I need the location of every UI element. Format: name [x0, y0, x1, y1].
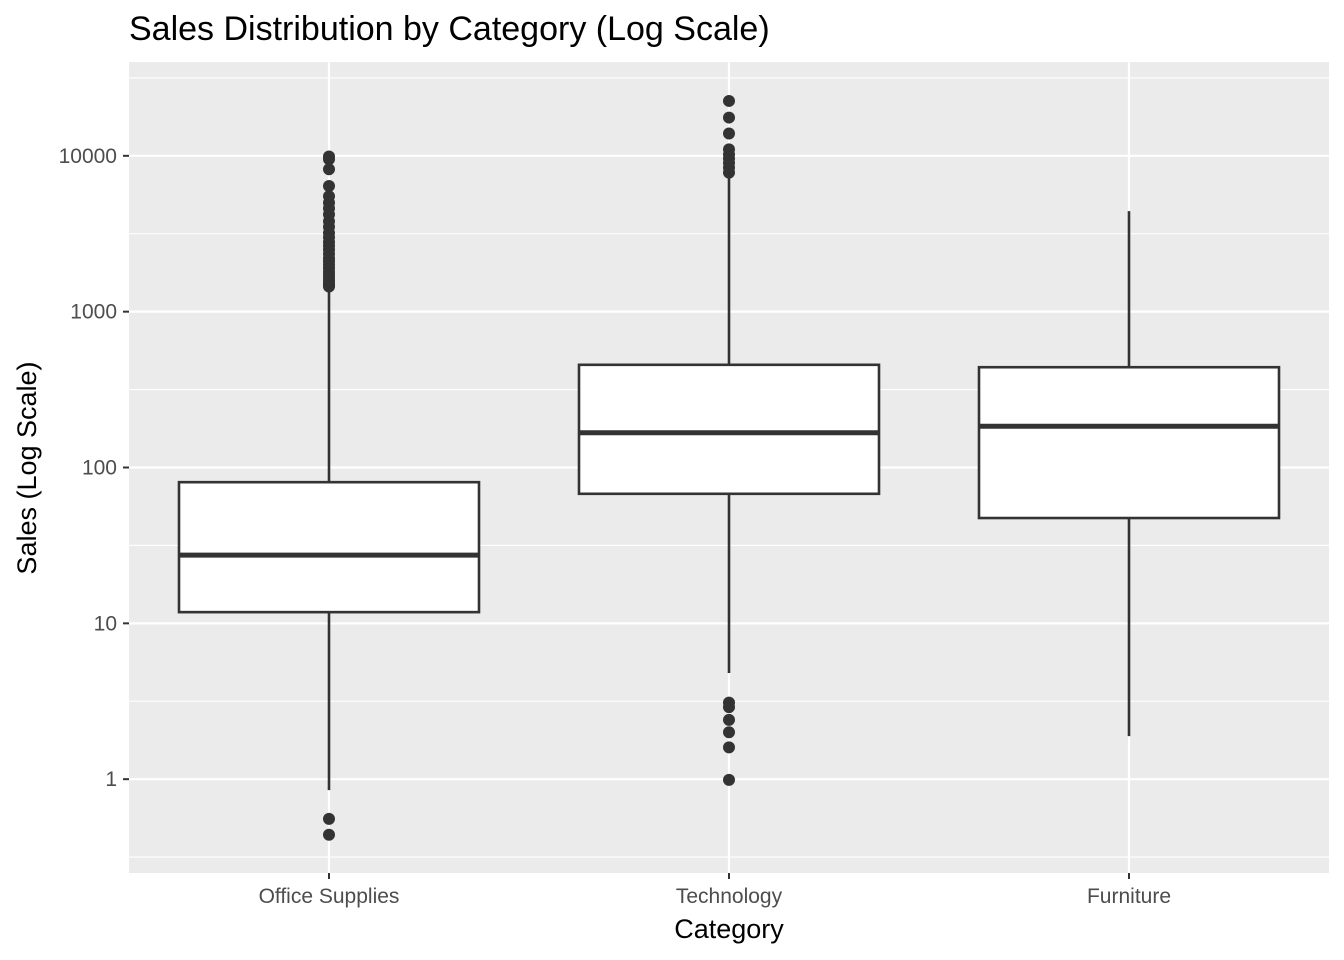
outlier-point	[723, 696, 735, 709]
outlier-point	[723, 127, 735, 140]
outlier-point	[323, 180, 335, 193]
box-furniture	[977, 211, 1281, 737]
y-tick-label: 1000	[70, 301, 117, 324]
box-series	[177, 94, 1281, 841]
outlier-point	[323, 163, 335, 176]
iqr-box	[177, 480, 481, 614]
outlier-point	[323, 190, 335, 203]
y-tick-label: 1	[105, 768, 117, 791]
outlier-point	[723, 713, 735, 726]
iqr-box	[577, 363, 881, 496]
y-tick-label: 10	[94, 612, 117, 635]
x-tick-label: Furniture	[1087, 885, 1171, 908]
y-axis: 1 10 100 1000 10000	[59, 145, 129, 791]
outlier-point	[723, 94, 735, 107]
outlier-point	[323, 828, 335, 841]
y-axis-title: Sales (Log Scale)	[12, 361, 42, 574]
y-tick-label: 10000	[59, 145, 117, 168]
box-office-supplies	[177, 150, 481, 841]
x-tick-label: Technology	[676, 885, 783, 908]
outlier-point	[723, 143, 735, 156]
outlier-point	[323, 150, 335, 163]
iqr-box	[977, 365, 1281, 520]
x-tick-label: Office Supplies	[259, 885, 400, 908]
y-tick-label: 100	[82, 457, 117, 480]
x-axis-title: Category	[674, 914, 784, 944]
chart-title: Sales Distribution by Category (Log Scal…	[129, 10, 770, 48]
outlier-point	[723, 726, 735, 739]
outlier-point	[723, 773, 735, 786]
outlier-point	[723, 111, 735, 124]
outlier-point	[723, 741, 735, 754]
box-technology	[577, 94, 881, 786]
outlier-point	[323, 812, 335, 825]
x-axis: Office Supplies Technology Furniture	[259, 873, 1171, 908]
